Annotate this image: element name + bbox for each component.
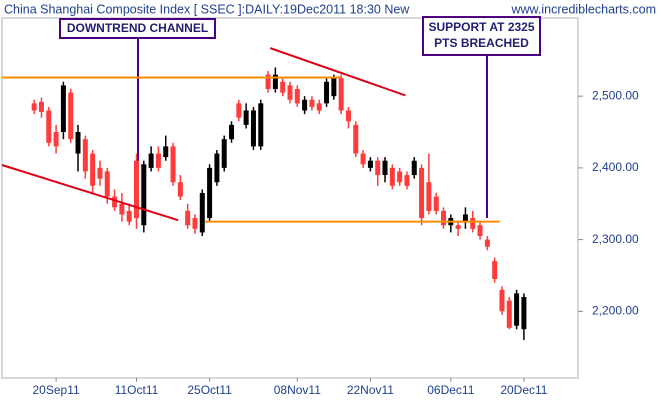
annotation-box xyxy=(59,18,216,39)
candle-body xyxy=(221,139,227,168)
chart-title: China Shanghai Composite Index [ SSEC ]:… xyxy=(4,2,410,16)
candle-body xyxy=(506,300,512,328)
candle-body xyxy=(316,103,322,111)
candle-body xyxy=(441,210,447,226)
candle-body xyxy=(331,78,337,97)
candle-body xyxy=(185,210,191,226)
candle-body xyxy=(177,182,183,197)
candle-body xyxy=(170,146,176,183)
candle-body xyxy=(38,101,44,112)
candle-body xyxy=(426,182,432,211)
candle-body xyxy=(199,192,205,233)
candle-body xyxy=(31,103,37,111)
candle-body xyxy=(433,196,439,211)
candle-body xyxy=(90,153,96,186)
candle-body xyxy=(397,171,403,183)
candle-body xyxy=(133,160,139,219)
trend-line xyxy=(1,164,179,222)
y-tick-label: 2,400.00 xyxy=(592,160,639,174)
candle-body xyxy=(243,110,249,125)
x-tick-label: 06Dec11 xyxy=(427,383,474,397)
x-tick-label: 20Sep11 xyxy=(33,383,80,397)
candle-body xyxy=(462,214,468,222)
x-tick-label: 22Nov11 xyxy=(347,383,394,397)
candle-body xyxy=(207,167,213,219)
candle-body xyxy=(68,92,74,140)
candle-body xyxy=(309,99,315,107)
candle-body xyxy=(514,293,520,326)
candle-body xyxy=(141,164,147,226)
candle-body xyxy=(360,153,366,165)
candle-body xyxy=(229,124,235,140)
candle-body xyxy=(236,103,242,118)
candle-body xyxy=(470,218,476,229)
candle-body xyxy=(484,239,490,247)
candle-body xyxy=(258,103,264,147)
annotation-text: PTS BREACHED xyxy=(434,36,529,50)
candle-body xyxy=(265,74,271,89)
candle-body xyxy=(126,210,132,222)
candle-body xyxy=(477,225,483,237)
candle-body xyxy=(163,146,169,158)
candle-body xyxy=(112,196,118,208)
y-tick-label: 2,500.00 xyxy=(592,88,639,102)
candle-body xyxy=(492,261,498,280)
candle-body xyxy=(287,85,293,100)
candle-body xyxy=(411,160,417,176)
candle-body xyxy=(455,225,461,229)
candle-body xyxy=(60,85,66,133)
source: www.incrediblecharts.com xyxy=(511,2,657,16)
trend-line xyxy=(269,47,406,97)
candle-body xyxy=(345,110,351,122)
candle-body xyxy=(46,110,52,143)
candle-body xyxy=(294,88,300,104)
x-tick-label: 08Nov11 xyxy=(274,383,321,397)
annotation-text: SUPPORT AT 2325 xyxy=(428,20,534,34)
candle-body xyxy=(214,153,220,183)
plot-frame xyxy=(1,17,579,379)
candle-body xyxy=(324,81,330,104)
candle-body xyxy=(302,99,308,111)
candle-body xyxy=(148,153,154,168)
y-tick-label: 2,300.00 xyxy=(592,232,639,246)
candle-body xyxy=(82,139,88,172)
candle-body xyxy=(53,132,59,147)
candle-body xyxy=(97,167,103,179)
candle-body xyxy=(338,78,344,111)
y-tick-label: 2,200.00 xyxy=(592,303,639,317)
x-tick-label: 11Oct11 xyxy=(115,383,159,397)
candle-body xyxy=(280,81,286,93)
candle-body xyxy=(250,110,256,147)
annotation-text: DOWNTREND CHANNEL xyxy=(67,21,208,35)
candle-body xyxy=(272,74,278,89)
candle-body xyxy=(367,160,373,168)
x-tick-label: 25Oct11 xyxy=(187,383,232,397)
candle-body xyxy=(521,296,527,330)
candle-body xyxy=(499,289,505,312)
annotation-box xyxy=(422,16,541,56)
candle-body xyxy=(192,218,198,229)
candle-body xyxy=(404,175,410,186)
candle-body xyxy=(119,203,125,215)
candle-body xyxy=(353,124,359,154)
x-tick-label: 20Dec11 xyxy=(500,383,547,397)
candle-body xyxy=(419,167,425,219)
candle-body xyxy=(75,132,81,154)
candle-body xyxy=(389,167,395,186)
candle-body xyxy=(375,160,381,176)
candle-body xyxy=(382,160,388,176)
candle-body xyxy=(155,153,161,168)
candle-body xyxy=(104,171,110,197)
